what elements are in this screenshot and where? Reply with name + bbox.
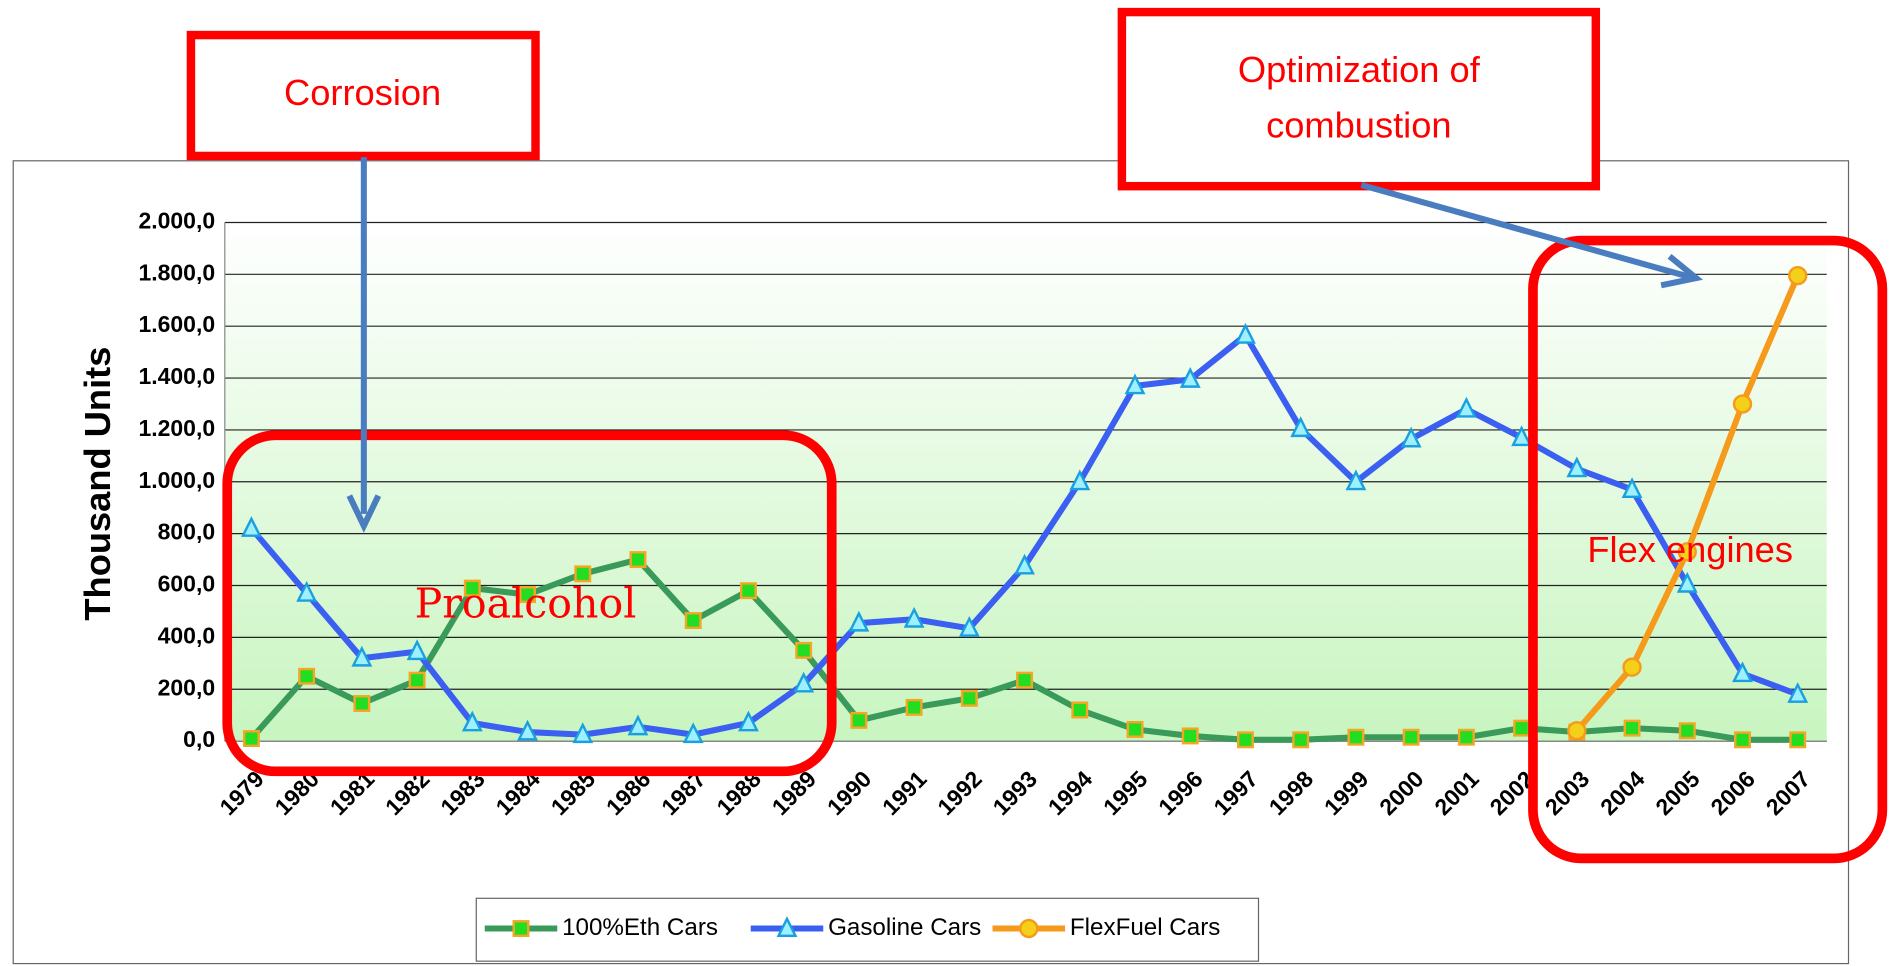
y-tick-label: 600,0 [158,571,215,597]
annotation: Optimization of [1238,49,1481,90]
marker [682,722,704,744]
marker [461,710,483,732]
arrow-head [346,494,382,533]
y-tick-label: 2.000,0 [138,208,215,234]
marker [1621,477,1643,499]
marker [1678,722,1696,740]
marker [406,639,428,661]
marker [574,565,592,583]
marker [1402,728,1420,746]
marker [1019,918,1039,939]
marker [850,711,868,729]
marker [1567,721,1587,741]
marker [1732,394,1753,414]
legend-label: 100%Eth Cars [562,914,718,941]
y-tick-label: 1.600,0 [138,311,215,337]
marker [1124,373,1146,395]
marker [739,582,757,600]
y-tick-label: 1.400,0 [138,363,215,389]
marker [1789,731,1807,749]
marker [353,695,371,712]
marker [1511,425,1533,447]
marker [1788,265,1808,286]
marker [905,698,923,716]
legend-box [475,897,1260,962]
marker [1457,728,1475,746]
marker [1345,469,1367,491]
marker [795,641,813,659]
marker [958,615,980,637]
marker [1126,720,1144,738]
y-tick-label: 800,0 [158,519,215,545]
marker [1677,542,1697,562]
marker [738,710,759,732]
marker [1676,571,1698,593]
marker [848,610,870,632]
marker [1237,731,1254,749]
marker [242,730,260,747]
marker [463,579,481,597]
marker [776,916,798,937]
annotation: Flex engines [1587,529,1793,570]
highlight-box [222,430,837,777]
marker [296,580,318,602]
marker [627,714,649,736]
marker [903,606,925,628]
marker [1071,701,1089,719]
marker [240,516,262,537]
y-axis-label: Thousand Units [77,347,118,621]
marker [1732,661,1753,683]
marker [1347,728,1365,746]
marker [298,667,316,685]
marker [351,645,373,667]
marker [1179,366,1201,388]
marker [684,612,702,629]
marker [1787,682,1809,703]
marker [512,920,530,937]
marker [629,551,647,569]
annotation: Proalcohol [415,579,637,627]
annotation: Corrosion [284,72,441,113]
marker [517,719,538,741]
arrow-head [1660,253,1703,289]
y-tick-label: 1.200,0 [138,415,215,441]
highlight-box [1528,235,1888,864]
marker [519,586,536,604]
marker [1016,671,1034,689]
marker [793,671,815,693]
marker [1235,322,1256,344]
marker [960,689,978,707]
y-tick-label: 1.000,0 [138,467,215,493]
y-tick-label: 400,0 [158,622,215,648]
marker [1455,396,1477,418]
marker [1014,553,1035,575]
marker [572,722,594,744]
marker [1566,456,1588,478]
marker [408,671,426,689]
arrow [1360,182,1695,281]
y-tick-label: 200,0 [158,674,215,700]
annotation-box [186,30,540,161]
marker [1290,416,1312,438]
marker [1622,657,1642,677]
marker [1623,719,1641,737]
y-tick-label: 1.800,0 [138,259,215,285]
legend-label: FlexFuel Cars [1070,914,1220,941]
marker [1292,731,1310,749]
marker [1400,426,1422,448]
marker [1734,731,1751,749]
annotation: combustion [1266,105,1451,146]
legend-label: Gasoline Cars [828,914,981,941]
annotation-box [1117,7,1601,191]
marker [1181,727,1199,745]
y-tick-label: 0,0 [183,726,215,752]
marker [1069,469,1091,491]
marker [1513,719,1531,737]
